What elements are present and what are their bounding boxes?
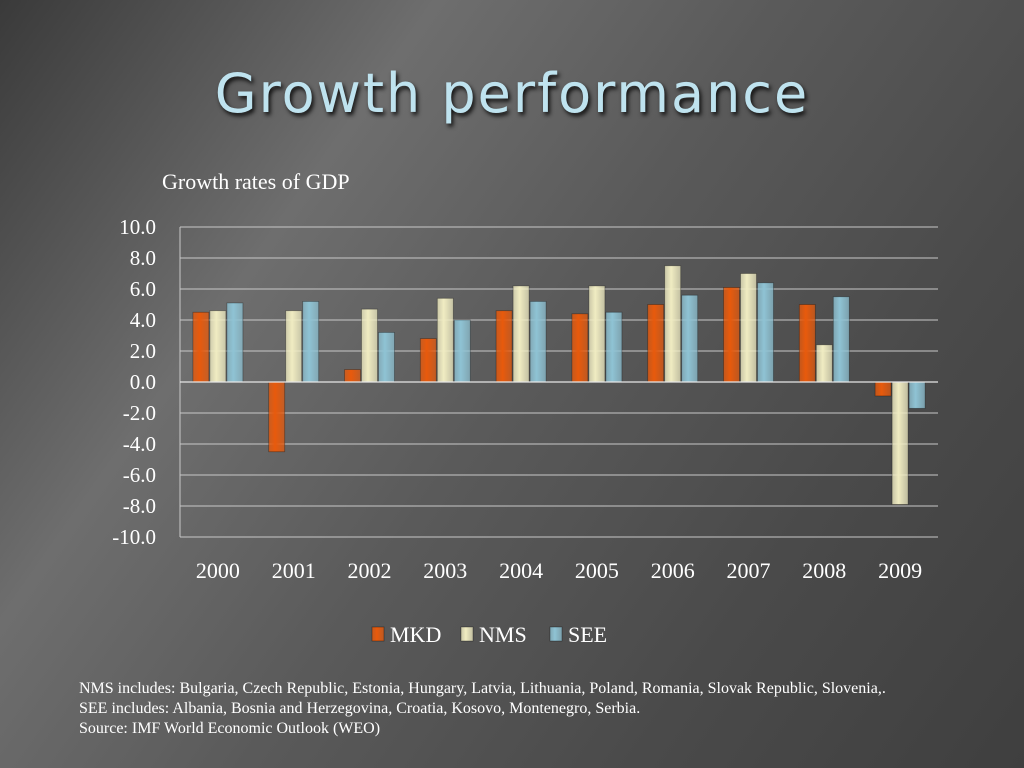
x-tick-label: 2007 <box>727 558 771 583</box>
bar-mkd <box>647 304 665 383</box>
bar-nms <box>512 285 530 383</box>
legend-swatch-nms <box>460 626 474 642</box>
bar-nms <box>815 344 833 383</box>
legend-swatch-see <box>549 626 563 642</box>
bar-mkd <box>571 313 589 383</box>
footnote-see: SEE includes: Albania, Bosnia and Herzeg… <box>79 700 641 717</box>
bar-mkd <box>723 287 740 383</box>
x-tick-label: 2008 <box>802 558 846 583</box>
x-tick-label: 2006 <box>651 558 695 583</box>
bar-nms <box>209 310 227 383</box>
bar-see <box>302 300 320 383</box>
legend-label-see: SEE <box>568 622 607 647</box>
footnote-source: Source: IMF World Economic Outlook (WEO) <box>79 720 381 737</box>
x-tick-label: 2004 <box>499 558 543 583</box>
bar-see <box>529 300 547 383</box>
bar-see <box>908 381 926 409</box>
bar-nms <box>361 308 378 383</box>
y-tick-label: -4.0 <box>123 432 156 456</box>
bar-mkd <box>192 311 210 383</box>
bar-mkd <box>344 369 361 383</box>
y-tick-label: -6.0 <box>123 463 156 487</box>
bar-see <box>832 296 850 383</box>
bar-mkd <box>495 310 513 383</box>
bar-see <box>681 294 699 383</box>
bar-nms <box>740 273 757 383</box>
legend-label-nms: NMS <box>479 622 527 647</box>
x-tick-label: 2002 <box>348 558 392 583</box>
slide-title: Growth performance <box>214 62 810 125</box>
y-tick-label: 2.0 <box>130 339 156 363</box>
chart-title: Growth rates of GDP <box>162 169 350 194</box>
x-tick-label: 2003 <box>423 558 467 583</box>
bar-mkd <box>874 381 892 397</box>
bar-see <box>605 311 623 383</box>
y-tick-label: -2.0 <box>123 401 156 425</box>
y-tick-label: 0.0 <box>130 370 156 394</box>
footnote-nms: NMS includes: Bulgaria, Czech Republic, … <box>79 680 886 697</box>
x-tick-label: 2001 <box>272 558 316 583</box>
y-tick-label: -10.0 <box>112 525 156 549</box>
bar-see <box>757 282 774 383</box>
x-tick-label: 2009 <box>878 558 922 583</box>
y-tick-label: 8.0 <box>130 246 156 270</box>
bar-see <box>226 302 244 383</box>
bar-nms <box>285 310 303 383</box>
bar-nms <box>436 297 454 383</box>
bar-nms <box>664 265 682 383</box>
bar-mkd <box>268 381 286 453</box>
x-tick-label: 2000 <box>196 558 240 583</box>
gdp-growth-chart: 10.0 8.0 6.0 4.0 2.0 0.0 -2.0 -4.0 -6.0 -8.0 -10.0… <box>112 215 938 647</box>
y-tick-label: 6.0 <box>130 277 156 301</box>
bar-mkd <box>798 304 816 383</box>
footnotes: NMS includes: Bulgaria, Czech Republic, … <box>79 679 939 739</box>
bar-nms <box>588 285 606 383</box>
y-tick-label: 4.0 <box>130 308 156 332</box>
y-tick-label: -8.0 <box>123 494 156 518</box>
bar-nms <box>891 381 909 505</box>
bar-see <box>453 319 471 383</box>
legend-label-mkd: MKD <box>390 622 441 647</box>
legend-swatch-mkd <box>371 626 385 642</box>
y-tick-label: 10.0 <box>119 215 156 239</box>
bar-mkd <box>419 338 437 383</box>
bar-see <box>378 331 395 383</box>
x-tick-label: 2005 <box>575 558 619 583</box>
